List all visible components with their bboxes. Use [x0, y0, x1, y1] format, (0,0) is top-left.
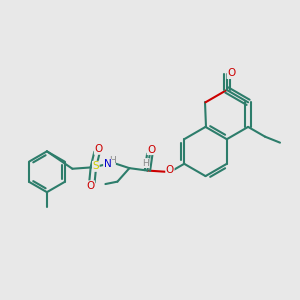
Text: S: S — [92, 161, 99, 171]
Text: N: N — [103, 159, 111, 169]
Text: O: O — [86, 181, 94, 191]
Text: O: O — [227, 68, 236, 79]
Text: H: H — [142, 158, 149, 167]
Text: O: O — [166, 165, 174, 175]
Text: H: H — [109, 156, 116, 165]
Text: O: O — [94, 144, 103, 154]
Text: O: O — [147, 145, 155, 154]
